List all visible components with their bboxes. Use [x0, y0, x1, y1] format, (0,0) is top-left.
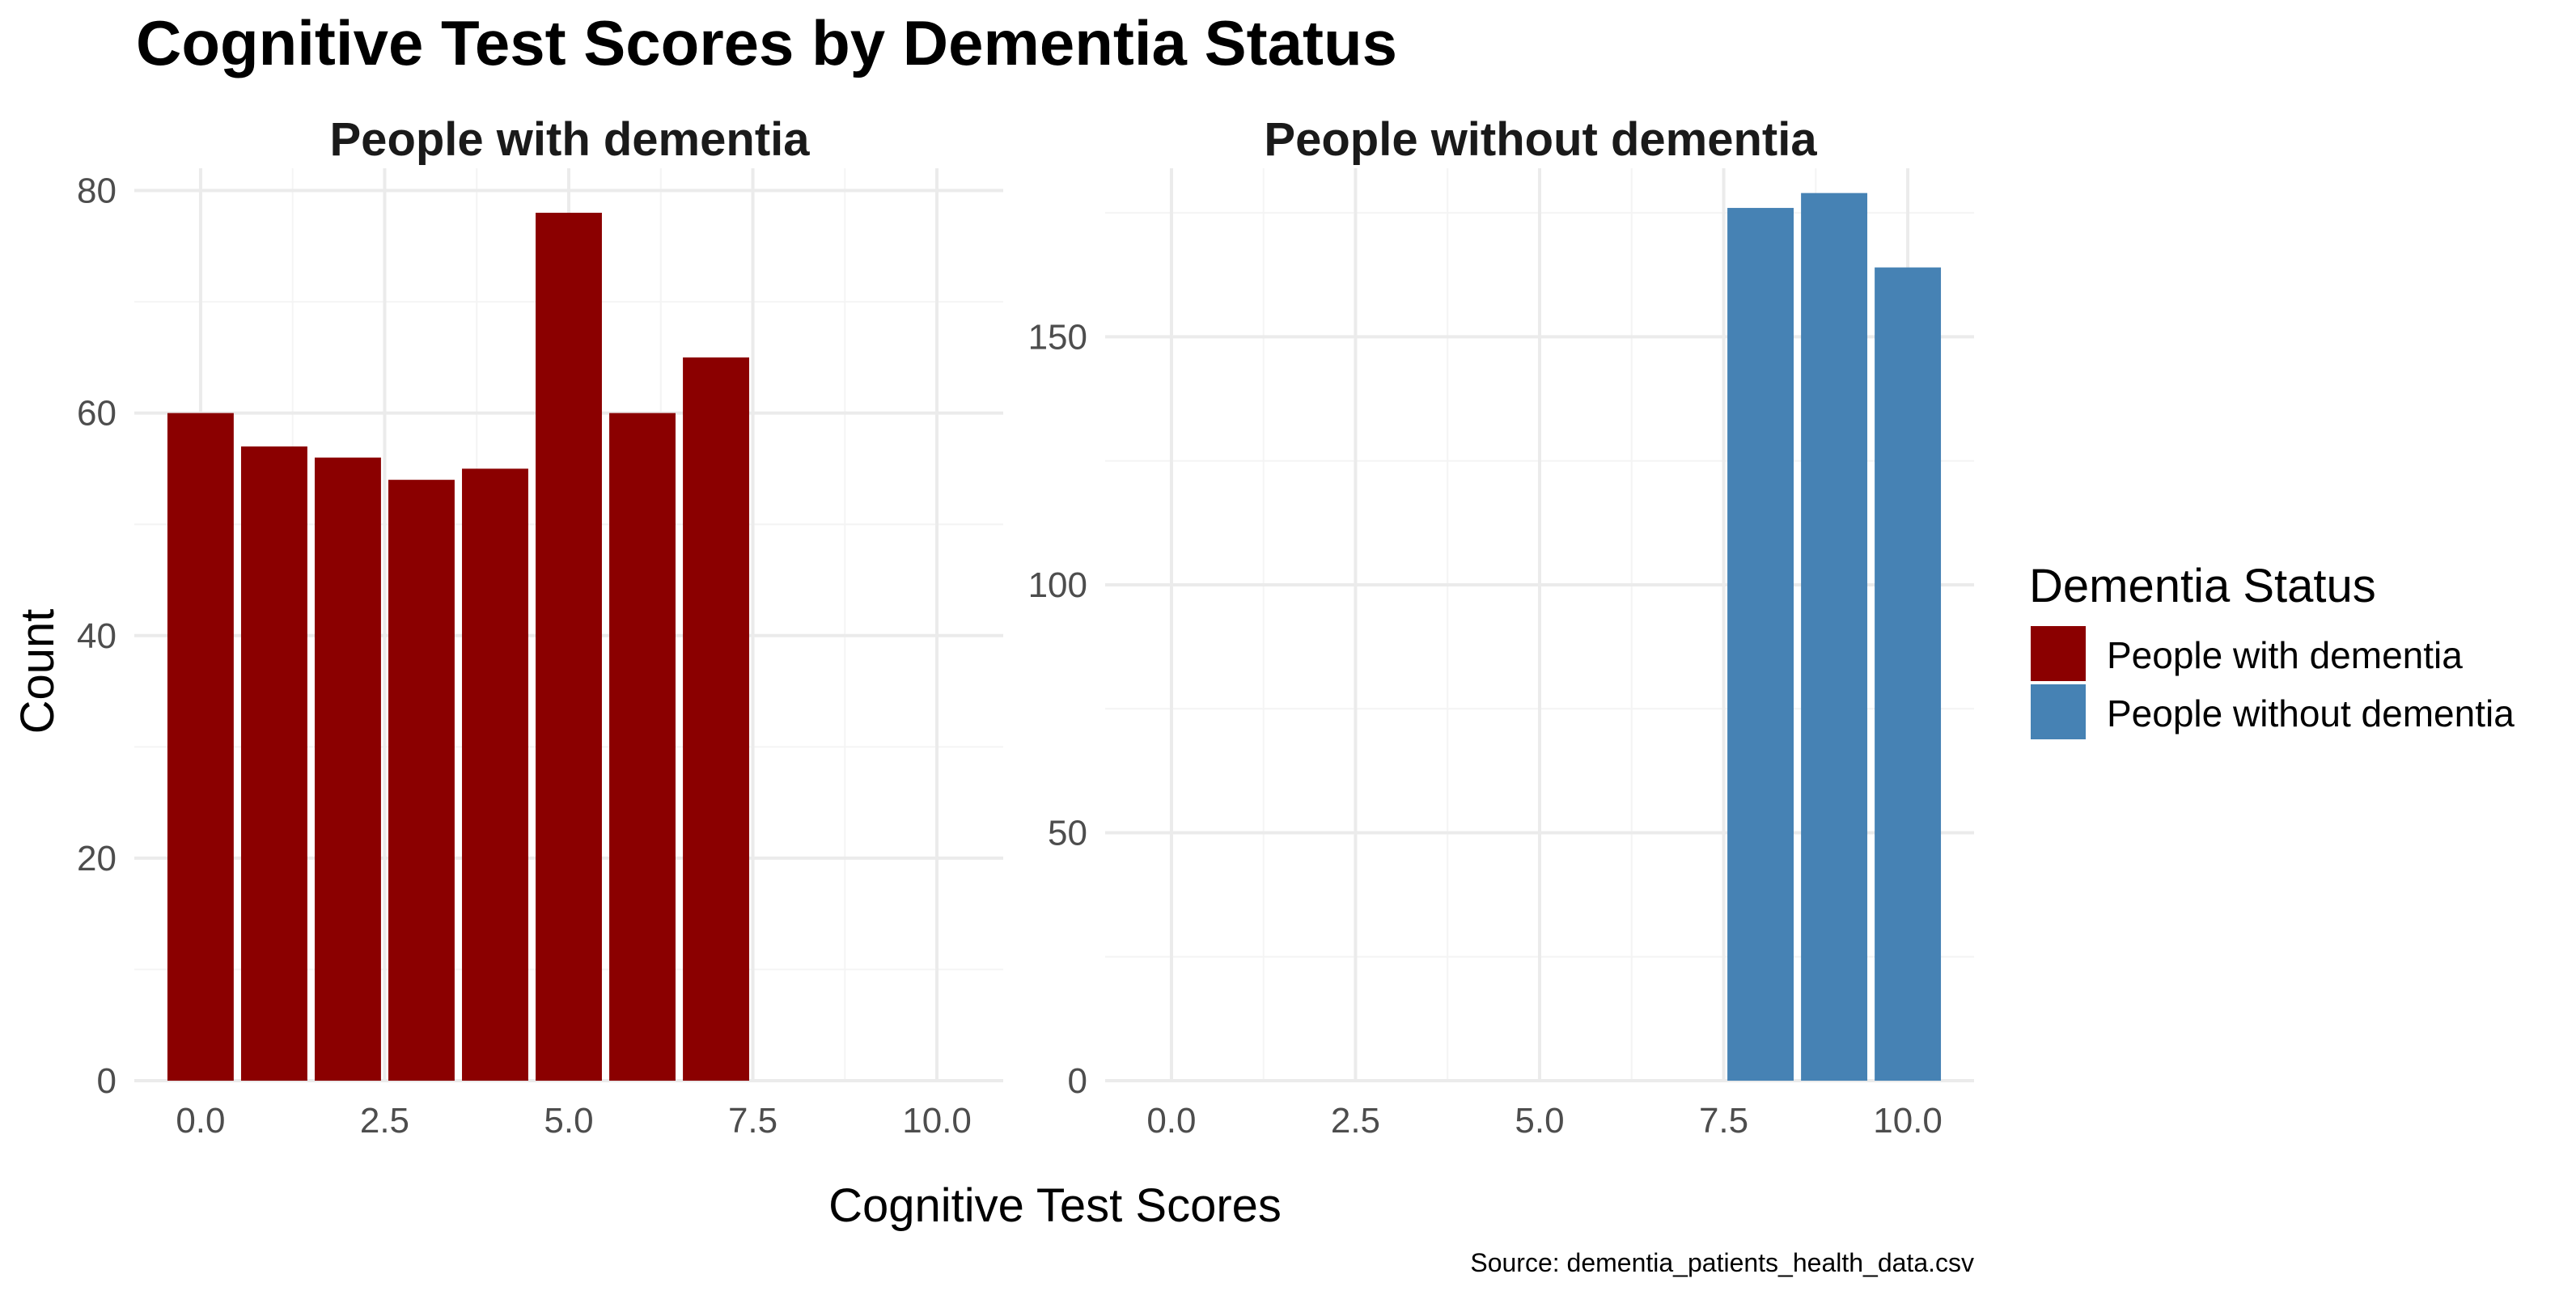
- y-tick-label: 60: [77, 394, 117, 434]
- facet-title-without-dementia: People without dementia: [1264, 113, 1817, 166]
- bar-score-2: [314, 457, 381, 1081]
- x-tick-label: 7.5: [728, 1101, 777, 1141]
- legend-label-without-dementia: People without dementia: [2107, 692, 2515, 734]
- x-tick-label: 10.0: [1873, 1101, 1943, 1141]
- bar-score-3: [388, 480, 455, 1081]
- x-tick-label: 7.5: [1699, 1101, 1748, 1141]
- bar-score-6: [609, 413, 676, 1081]
- x-tick-label: 10.0: [902, 1101, 972, 1141]
- facet-people-without-dementia: People without dementia 0 50 100 150 0.0 2.5…: [1028, 113, 1974, 1141]
- y-tick-label: 80: [77, 171, 117, 211]
- x-tick-label: 0.0: [1146, 1101, 1196, 1141]
- bar-score-5: [536, 213, 602, 1081]
- y-tick-label: 50: [1048, 813, 1087, 853]
- source-caption: Source: dementia_patients_health_data.cs…: [1470, 1248, 1974, 1277]
- y-tick-label: 0: [97, 1061, 117, 1101]
- legend-label-with-dementia: People with dementia: [2107, 634, 2463, 676]
- x-tick-label: 0.0: [176, 1101, 225, 1141]
- bar-score-10: [1875, 267, 1942, 1081]
- y-tick-label: 100: [1028, 565, 1087, 605]
- y-tick-label: 40: [77, 616, 117, 656]
- y-tick-label: 20: [77, 839, 117, 878]
- facet-1-y-tick-labels: 0 20 40 60 80: [77, 171, 117, 1101]
- bar-score-9: [1801, 193, 1868, 1081]
- x-tick-label: 2.5: [1331, 1101, 1380, 1141]
- chart-title: Cognitive Test Scores by Dementia Status: [136, 7, 1397, 78]
- x-tick-label: 2.5: [360, 1101, 409, 1141]
- facet-2-x-tick-labels: 0.0 2.5 5.0 7.5 10.0: [1146, 1101, 1943, 1141]
- bar-score-0: [167, 413, 234, 1081]
- facet-people-with-dementia: People with dementia 0 20 40 60 80 0.0 2.5 5.0…: [77, 113, 1003, 1141]
- legend: Dementia Status People with dementia Peo…: [2029, 560, 2515, 739]
- bar-score-4: [462, 468, 528, 1081]
- facet-2-y-tick-labels: 0 50 100 150: [1028, 317, 1087, 1101]
- facet-1-bars: [167, 213, 749, 1081]
- y-axis-title: Count: [11, 609, 64, 734]
- facet-2-bars: [1727, 193, 1942, 1081]
- legend-key-with-dementia: [2031, 626, 2086, 681]
- bar-score-7: [683, 357, 749, 1081]
- legend-title: Dementia Status: [2029, 560, 2376, 612]
- facet-title-with-dementia: People with dementia: [330, 113, 811, 166]
- facet-1-x-tick-labels: 0.0 2.5 5.0 7.5 10.0: [176, 1101, 972, 1141]
- y-tick-label: 0: [1068, 1061, 1087, 1101]
- y-tick-label: 150: [1028, 317, 1087, 357]
- x-axis-title: Cognitive Test Scores: [828, 1179, 1282, 1232]
- bar-score-1: [240, 446, 307, 1081]
- bar-score-8: [1727, 208, 1794, 1081]
- x-tick-label: 5.0: [544, 1101, 593, 1141]
- legend-key-without-dementia: [2031, 684, 2086, 739]
- x-tick-label: 5.0: [1515, 1101, 1564, 1141]
